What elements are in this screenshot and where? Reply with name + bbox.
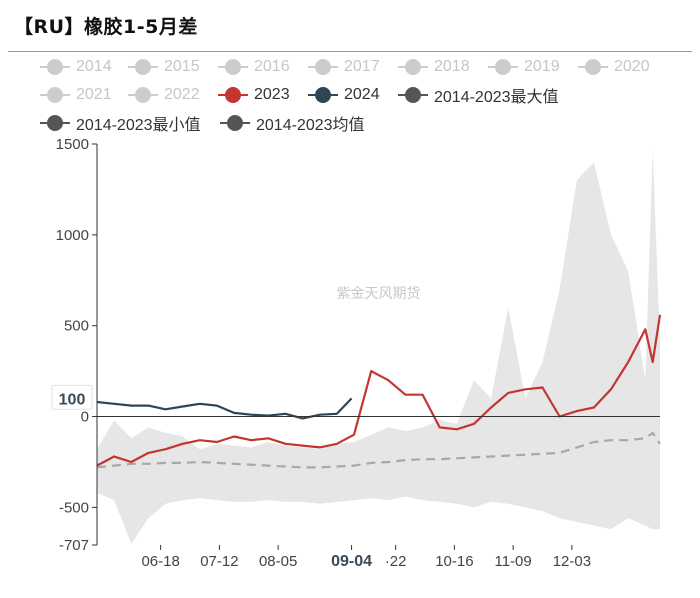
legend-label: 2016 xyxy=(254,58,290,75)
legend-item-2014[interactable]: 2014 xyxy=(40,56,112,78)
x-tick-label: 11-09 xyxy=(494,553,531,570)
legend: 2014 2015 2016 2017 2018 2019 2020 2021 2022 2023… xyxy=(0,52,700,138)
legend-item-2020[interactable]: 2020 xyxy=(578,56,650,78)
legend-marker-icon xyxy=(398,87,428,103)
legend-marker-icon xyxy=(40,115,70,131)
legend-label: 2017 xyxy=(344,58,380,75)
legend-item-2014-2023均值[interactable]: 2014-2023均值 xyxy=(220,112,365,134)
legend-label: 2014-2023均值 xyxy=(256,117,365,134)
legend-label: 2020 xyxy=(614,58,650,75)
legend-item-2018[interactable]: 2018 xyxy=(398,56,470,78)
legend-marker-icon xyxy=(218,59,248,75)
x-tick-label: 06-18 xyxy=(141,553,179,570)
legend-label: 2021 xyxy=(76,86,112,103)
x-tick-label: 07-12 xyxy=(200,553,238,570)
x-tick-label: 10-16 xyxy=(435,553,473,570)
y-tick-label: 1000 xyxy=(56,227,89,244)
legend-marker-icon xyxy=(308,87,338,103)
x-tick-label: ·22 xyxy=(385,553,407,570)
title-divider xyxy=(8,51,692,52)
legend-marker-icon xyxy=(398,59,428,75)
legend-label: 2024 xyxy=(344,86,380,103)
y-tick-label: 0 xyxy=(81,409,89,426)
legend-marker-icon xyxy=(218,87,248,103)
legend-marker-icon xyxy=(128,59,158,75)
legend-label: 2019 xyxy=(524,58,560,75)
y-tick-label: -500 xyxy=(59,499,89,516)
legend-item-2023[interactable]: 2023 xyxy=(218,84,290,106)
axis-pointer-label: 100 xyxy=(59,391,86,408)
legend-marker-icon xyxy=(578,59,608,75)
legend-item-2022[interactable]: 2022 xyxy=(128,84,200,106)
axis-pointer-badge xyxy=(51,384,93,410)
legend-item-2014-2023最大值[interactable]: 2014-2023最大值 xyxy=(398,84,559,106)
legend-marker-icon xyxy=(488,59,518,75)
series-max-min-band xyxy=(97,149,660,544)
legend-label: 2018 xyxy=(434,58,470,75)
legend-item-2015[interactable]: 2015 xyxy=(128,56,200,78)
x-tick-label: 08-05 xyxy=(259,553,297,570)
legend-marker-icon xyxy=(40,59,70,75)
legend-item-2017[interactable]: 2017 xyxy=(308,56,380,78)
legend-marker-icon xyxy=(220,115,250,131)
legend-item-2014-2023最小值[interactable]: 2014-2023最小值 xyxy=(40,112,201,134)
legend-label: 2014-2023最小值 xyxy=(76,117,201,134)
legend-item-2016[interactable]: 2016 xyxy=(218,56,290,78)
legend-label: 2015 xyxy=(164,58,200,75)
legend-label: 2014-2023最大值 xyxy=(434,89,559,106)
series-avg-line xyxy=(96,431,661,469)
legend-item-2021[interactable]: 2021 xyxy=(40,84,112,106)
legend-marker-icon xyxy=(128,87,158,103)
chart-title: 【RU】橡胶1-5月差 xyxy=(14,16,198,38)
watermark: 紫金天风期货 xyxy=(337,285,421,302)
y-tick-label: -707 xyxy=(59,537,89,554)
y-tick-label: 500 xyxy=(64,318,89,335)
x-tick-label: 09-04 xyxy=(331,553,372,570)
x-tick-label: 12-03 xyxy=(553,553,591,570)
legend-label: 2014 xyxy=(76,58,112,75)
legend-label: 2022 xyxy=(164,86,200,103)
legend-item-2019[interactable]: 2019 xyxy=(488,56,560,78)
series-2024-line xyxy=(96,397,353,420)
series-2023-line xyxy=(96,314,662,467)
legend-item-2024[interactable]: 2024 xyxy=(308,84,380,106)
y-tick-label: 1500 xyxy=(56,136,89,153)
legend-marker-icon xyxy=(308,59,338,75)
legend-label: 2023 xyxy=(254,86,290,103)
legend-marker-icon xyxy=(40,87,70,103)
